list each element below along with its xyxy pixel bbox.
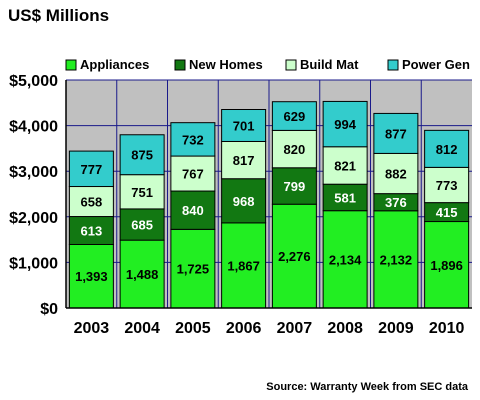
x-tick-label: 2010 bbox=[429, 320, 465, 337]
data-label: 701 bbox=[233, 118, 255, 133]
data-label: 1,867 bbox=[227, 258, 260, 273]
data-label: 840 bbox=[182, 203, 204, 218]
data-label: 877 bbox=[385, 126, 407, 141]
data-label: 812 bbox=[436, 142, 458, 157]
bar-build-mat bbox=[373, 152, 419, 195]
bar-build-mat bbox=[221, 140, 267, 180]
bar-power-gen bbox=[322, 100, 368, 148]
bar-power-gen bbox=[271, 101, 317, 131]
bar-build-mat bbox=[322, 146, 368, 185]
data-label: 629 bbox=[284, 109, 306, 124]
legend-label-build-mat: Build Mat bbox=[300, 57, 359, 72]
data-label: 821 bbox=[334, 158, 356, 173]
data-label: 773 bbox=[436, 178, 458, 193]
data-label: 2,132 bbox=[380, 252, 413, 267]
data-label: 875 bbox=[131, 148, 153, 163]
legend-label-power-gen: Power Gen bbox=[402, 57, 470, 72]
bar-appliances bbox=[68, 243, 114, 309]
legend-swatch-appliances bbox=[65, 59, 77, 71]
y-tick-label: $3,000 bbox=[9, 164, 58, 181]
bar-build-mat bbox=[271, 129, 317, 169]
y-tick-label: $1,000 bbox=[9, 255, 58, 272]
data-label: 613 bbox=[81, 224, 103, 239]
data-label: 732 bbox=[182, 132, 204, 147]
data-label: 1,896 bbox=[430, 258, 463, 273]
bar-appliances bbox=[170, 228, 216, 309]
data-label: 1,393 bbox=[75, 269, 108, 284]
x-tick-label: 2009 bbox=[378, 320, 414, 337]
legend-swatch-build-mat bbox=[285, 59, 297, 71]
legend-swatch-new-homes bbox=[174, 59, 186, 71]
data-label: 1,725 bbox=[177, 262, 210, 277]
x-tick-label: 2008 bbox=[327, 320, 363, 337]
legend-swatch-power-gen bbox=[387, 59, 399, 71]
data-label: 968 bbox=[233, 194, 255, 209]
bar-new-homes bbox=[322, 183, 368, 212]
bar-new-homes bbox=[271, 167, 317, 205]
x-tick-label: 2005 bbox=[175, 320, 211, 337]
data-label: 817 bbox=[233, 153, 255, 168]
data-label: 1,488 bbox=[126, 267, 159, 282]
data-label: 581 bbox=[334, 190, 356, 205]
data-label: 882 bbox=[385, 167, 407, 182]
data-label: 658 bbox=[81, 195, 103, 210]
data-label: 376 bbox=[385, 195, 407, 210]
bar-appliances bbox=[373, 210, 419, 309]
x-tick-label: 2004 bbox=[124, 320, 160, 337]
data-label: 685 bbox=[131, 218, 153, 233]
legend-label-new-homes: New Homes bbox=[189, 57, 263, 72]
bar-power-gen bbox=[221, 109, 267, 142]
legend-label-appliances: Appliances bbox=[80, 57, 149, 72]
data-label: 777 bbox=[81, 162, 103, 177]
bar-power-gen bbox=[373, 112, 419, 154]
x-tick-label: 2003 bbox=[74, 320, 110, 337]
bar-appliances bbox=[271, 203, 317, 309]
bar-new-homes bbox=[119, 208, 165, 241]
y-tick-label: $5,000 bbox=[9, 73, 58, 90]
source-note: Source: Warranty Week from SEC data bbox=[266, 381, 468, 393]
bar-appliances bbox=[322, 210, 368, 309]
y-tick-label: $0 bbox=[40, 301, 58, 318]
y-tick-label: $2,000 bbox=[9, 210, 58, 227]
bar-build-mat bbox=[119, 174, 165, 210]
bar-build-mat bbox=[68, 186, 114, 218]
x-tick-label: 2007 bbox=[277, 320, 313, 337]
y-tick-label: $4,000 bbox=[9, 119, 58, 136]
data-label: 751 bbox=[131, 185, 153, 200]
bar-power-gen bbox=[68, 150, 114, 188]
x-tick-label: 2006 bbox=[226, 320, 262, 337]
bar-new-homes bbox=[170, 190, 216, 230]
chart-title: US$ Millions bbox=[8, 6, 110, 25]
data-label: 2,276 bbox=[278, 249, 311, 264]
data-label: 994 bbox=[334, 117, 356, 132]
data-label: 767 bbox=[182, 167, 204, 182]
bar-power-gen bbox=[119, 134, 165, 176]
bar-build-mat bbox=[170, 155, 216, 192]
bar-power-gen bbox=[424, 129, 470, 168]
data-label: 820 bbox=[284, 142, 306, 157]
bar-power-gen bbox=[170, 122, 216, 157]
data-label: 415 bbox=[436, 205, 458, 220]
data-label: 2,134 bbox=[329, 252, 362, 267]
data-label: 799 bbox=[284, 179, 306, 194]
